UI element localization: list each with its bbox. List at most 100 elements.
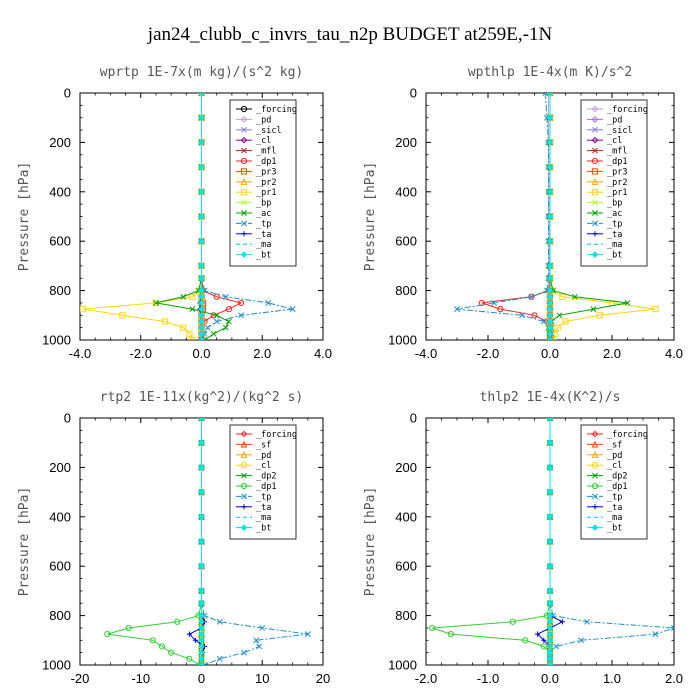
legend-label: _dp1 <box>607 482 627 492</box>
data-point <box>596 312 603 319</box>
data-point <box>546 330 554 338</box>
data-point <box>198 287 205 294</box>
data-point <box>553 643 560 650</box>
data-point <box>238 312 244 319</box>
legend-label: _sf <box>256 440 271 450</box>
chart-panel-1: wprtp 1E-7x(m kg)/(s^2 kg) Pressure [hPa]… <box>17 65 332 361</box>
legend-label: _ac <box>256 209 271 219</box>
x-tick-label: 0.0 <box>192 346 210 361</box>
legend-label: _bt <box>256 524 271 534</box>
data-point <box>80 306 87 313</box>
legend-marker <box>241 504 247 510</box>
legend-marker <box>591 136 599 144</box>
legend-label: _pr2 <box>607 178 627 188</box>
legend-marker <box>241 147 247 154</box>
data-point <box>259 624 266 631</box>
data-point <box>198 649 205 656</box>
data-point <box>546 324 554 331</box>
x-tick-label: -1.0 <box>477 671 499 686</box>
panels: wprtp 1E-7x(m kg)/(s^2 kg) Pressure [hPa]… <box>17 65 683 686</box>
y-tick-label: 200 <box>395 460 417 475</box>
data-point <box>198 237 205 245</box>
legend-marker <box>241 472 247 479</box>
legend-marker <box>592 126 598 133</box>
series-layer <box>429 418 674 665</box>
legend-marker <box>592 199 598 206</box>
data-point <box>168 649 175 656</box>
legend-marker <box>240 136 248 144</box>
data-point <box>198 324 205 331</box>
y-tick-label: 0 <box>64 411 71 426</box>
legend: _forcing_sf_pd_cl_dp2_dp1_tp_ta_ma_bt <box>229 424 297 540</box>
data-point <box>454 306 460 313</box>
data-point <box>546 299 554 307</box>
legend-label: _dp1 <box>256 157 276 167</box>
legend-marker <box>240 430 248 438</box>
data-point <box>152 299 159 306</box>
chart-title: thlp2 1E-4x(K^2)/s <box>480 390 621 405</box>
y-tick-label: 200 <box>395 135 417 150</box>
data-point <box>158 643 166 650</box>
legend-marker <box>591 430 599 438</box>
data-point <box>624 299 631 306</box>
legend-label: _pr3 <box>256 167 276 177</box>
data-point <box>198 93 205 97</box>
chart-title: wprtp 1E-7x(m kg)/(s^2 kg) <box>100 65 304 80</box>
x-tick-label: -10 <box>131 671 150 686</box>
legend-label: _dp1 <box>256 482 276 492</box>
legend-marker <box>591 178 599 185</box>
legend-marker <box>591 251 599 258</box>
data-point <box>554 324 561 331</box>
legend-label: _cl <box>256 136 271 146</box>
y-tick-label: 0 <box>410 86 417 101</box>
y-axis-label: Pressure [hPa] <box>363 487 378 597</box>
legend-marker <box>240 462 248 469</box>
legend-label: _pd <box>607 451 622 461</box>
legend-marker <box>240 168 248 175</box>
x-tick-label: 10 <box>255 671 269 686</box>
y-tick-label: 600 <box>395 559 417 574</box>
data-point <box>590 306 597 313</box>
legend-label: _sf <box>607 440 622 450</box>
data-point <box>546 488 554 496</box>
legend-label: _ta <box>256 503 271 513</box>
data-point <box>213 318 220 325</box>
data-point <box>213 312 220 319</box>
data-point <box>671 624 674 631</box>
data-point <box>198 655 205 663</box>
legend-marker <box>240 451 248 458</box>
legend-marker <box>592 493 598 500</box>
data-point <box>180 324 187 331</box>
legend-marker <box>241 220 247 227</box>
legend-label: _bt <box>607 524 622 534</box>
data-point <box>559 293 566 300</box>
data-point <box>546 624 554 632</box>
y-axis-label: Pressure [hPa] <box>17 162 32 272</box>
data-point <box>540 318 547 325</box>
legend-label: _dp1 <box>607 157 627 167</box>
legend-label: _forcing <box>256 430 297 440</box>
legend-label: _cl <box>256 461 271 471</box>
data-point <box>546 599 554 607</box>
data-point <box>546 661 554 665</box>
x-tick-label: -4.0 <box>69 346 91 361</box>
legend-label: _pr2 <box>256 178 276 188</box>
legend-label: _cl <box>607 461 622 471</box>
legend-label: _ma <box>256 240 271 250</box>
data-point <box>198 188 205 196</box>
data-point <box>546 114 554 122</box>
legend-label: _forcing <box>607 105 648 115</box>
legend-marker <box>591 482 599 490</box>
data-point <box>546 287 554 294</box>
data-point <box>528 293 535 300</box>
y-tick-label: 600 <box>395 234 417 249</box>
data-point <box>546 418 554 422</box>
legend-label: _dp2 <box>256 472 276 482</box>
legend-box <box>580 424 648 540</box>
data-point <box>546 612 554 619</box>
data-point <box>198 488 205 496</box>
y-tick-label: 800 <box>49 283 71 298</box>
legend-label: _forcing <box>256 105 297 115</box>
y-tick-label: 1000 <box>42 658 71 673</box>
data-point <box>304 631 311 638</box>
